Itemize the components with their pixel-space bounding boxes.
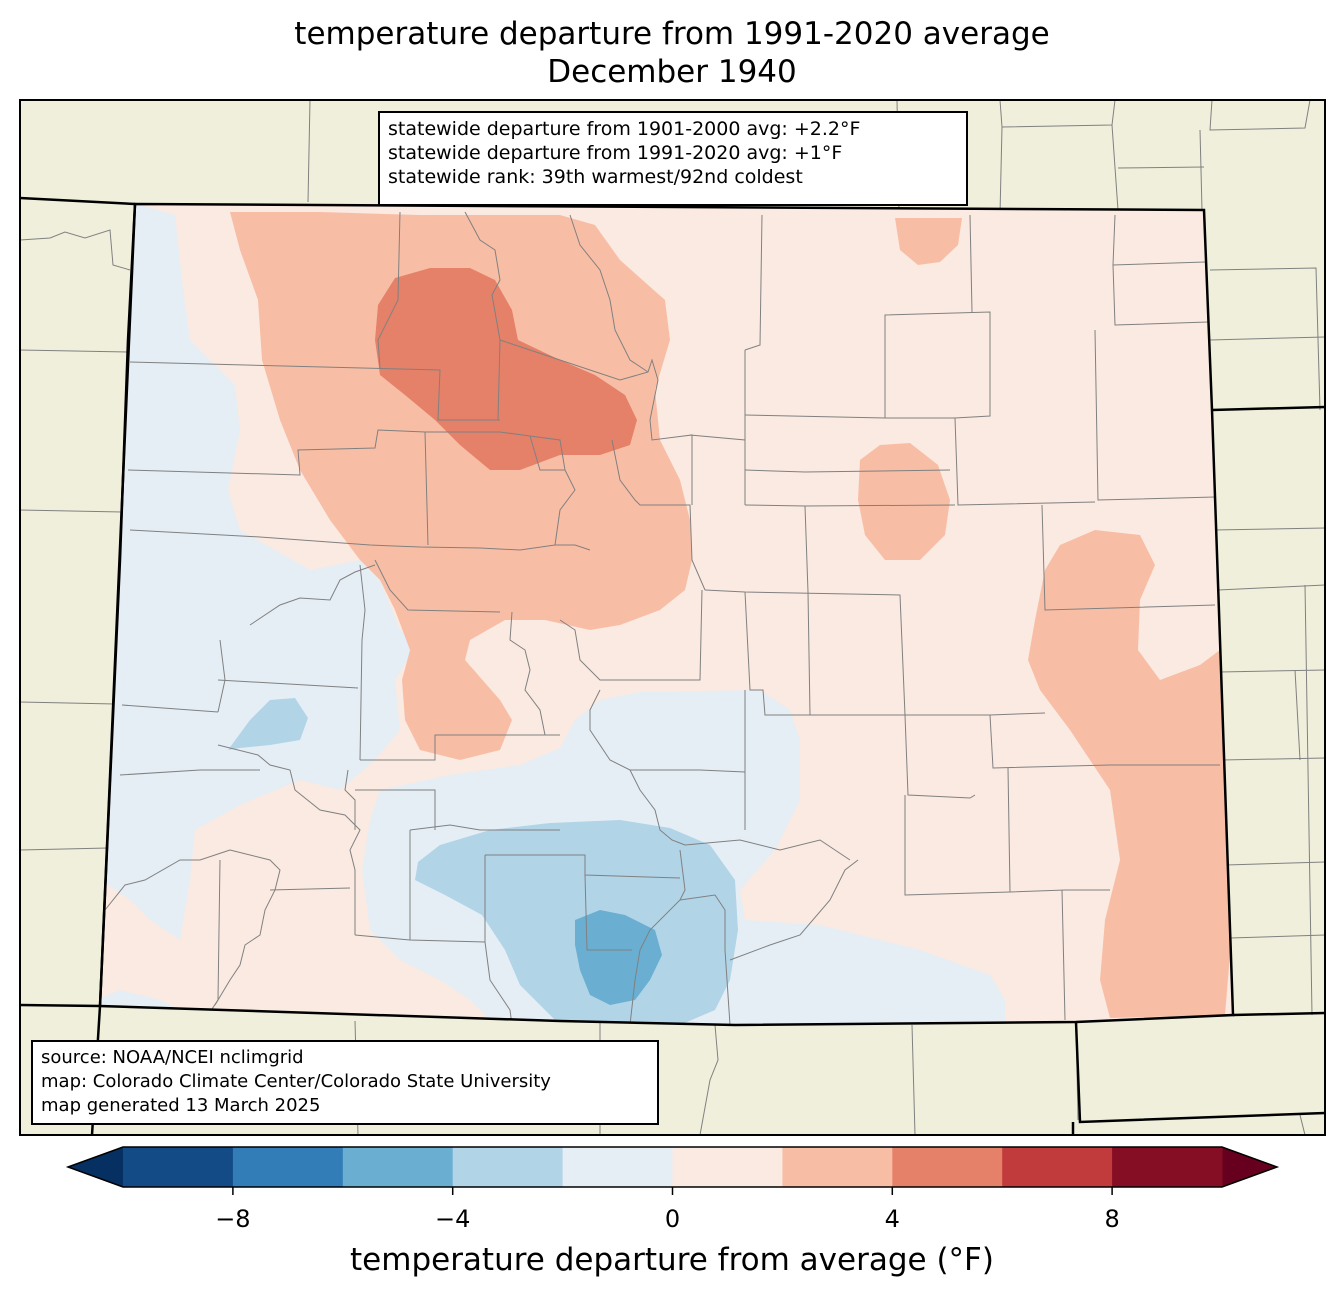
- band-2-to-4-east: [1028, 530, 1232, 1018]
- colorbar-bin: [672, 1147, 783, 1187]
- band-minus4-to-minus2-west: [228, 698, 308, 750]
- colorbar-bin: [452, 1147, 564, 1187]
- statewide-stats-box: statewide departure from 1901-2000 avg: …: [378, 111, 968, 206]
- band-2-to-4-north: [230, 212, 692, 760]
- generated-date-line: map generated 13 March 2025: [41, 1095, 321, 1116]
- band-minus6-to-minus4: [575, 910, 662, 1005]
- colorbar-bin: [232, 1147, 344, 1187]
- colorbar-bin: [1112, 1147, 1223, 1187]
- colorbar-bin: [562, 1147, 673, 1187]
- colorbar-tick-label: 4: [884, 1205, 900, 1233]
- map-credit-line: map: Colorado Climate Center/Colorado St…: [41, 1071, 551, 1092]
- band-2-to-4-east-central-patch: [858, 443, 950, 560]
- colorbar-under-arrow: [68, 1147, 123, 1187]
- stats-departure-1991-2020: statewide departure from 1991-2020 avg: …: [388, 142, 843, 164]
- colorado-temperature-field: [100, 204, 1233, 1025]
- state-borders: [20, 196, 1325, 1135]
- map-subtitle: December 1940: [547, 54, 797, 90]
- stats-rank: statewide rank: 39th warmest/92nd coldes…: [388, 166, 803, 188]
- source-line: source: NOAA/NCEI nclimgrid: [41, 1047, 304, 1068]
- colorbar-tick-label: 0: [664, 1205, 681, 1233]
- colorbar-over-arrow: [1222, 1147, 1277, 1187]
- stats-departure-1901-2000: statewide departure from 1901-2000 avg: …: [388, 118, 861, 140]
- colorbar-bin: [782, 1147, 893, 1187]
- colorbar-bin: [342, 1147, 454, 1187]
- band-2-to-4-northeast-patch: [895, 218, 962, 265]
- colorbar-tick-label: 8: [1104, 1205, 1120, 1233]
- colorado-county-lines: [104, 211, 1220, 1025]
- colorbar-bin: [892, 1147, 1003, 1187]
- colorbar-outline: [65, 1146, 1280, 1188]
- band-minus2-to-0-west: [100, 205, 420, 940]
- map-title: temperature departure from 1991-2020 ave…: [294, 16, 1050, 52]
- colorbar-tick-label: −4: [434, 1205, 471, 1233]
- colorbar-bin: [1002, 1147, 1113, 1187]
- source-box: source: NOAA/NCEI nclimgrid map: Colorad…: [31, 1040, 659, 1125]
- colorbar-label: temperature departure from average (°F): [350, 1242, 994, 1278]
- colorbar: [65, 1146, 1280, 1195]
- colorbar-bin: [123, 1147, 234, 1187]
- colorbar-tick-label: −8: [215, 1205, 251, 1233]
- map-frame: [19, 99, 1326, 1136]
